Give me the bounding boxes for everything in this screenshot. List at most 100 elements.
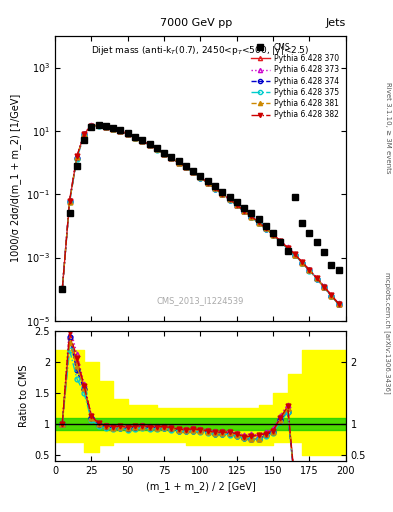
CMS: [307, 230, 312, 236]
Pythia 6.428 374: [234, 202, 239, 208]
Pythia 6.428 373: [140, 138, 145, 144]
Pythia 6.428 374: [278, 239, 283, 245]
Pythia 6.428 382: [147, 142, 152, 148]
Pythia 6.428 373: [314, 274, 319, 281]
Pythia 6.428 382: [191, 169, 196, 175]
Pythia 6.428 382: [60, 286, 64, 292]
Pythia 6.428 374: [169, 155, 174, 161]
Pythia 6.428 373: [169, 155, 174, 161]
Pythia 6.428 370: [82, 131, 86, 137]
Pythia 6.428 381: [104, 124, 108, 130]
Pythia 6.428 370: [169, 155, 174, 161]
Pythia 6.428 373: [104, 123, 108, 130]
Text: Jets: Jets: [325, 18, 346, 28]
Pythia 6.428 381: [111, 125, 116, 132]
Pythia 6.428 375: [220, 191, 225, 197]
Pythia 6.428 382: [271, 231, 275, 238]
Pythia 6.428 373: [133, 134, 138, 140]
Pythia 6.428 382: [67, 198, 72, 204]
Text: 7000 GeV pp: 7000 GeV pp: [160, 18, 233, 28]
CMS: [285, 248, 290, 254]
CMS: [118, 127, 123, 133]
Pythia 6.428 381: [176, 160, 181, 166]
Pythia 6.428 381: [184, 164, 188, 170]
Pythia 6.428 373: [125, 131, 130, 137]
Pythia 6.428 381: [67, 199, 72, 205]
Pythia 6.428 373: [256, 219, 261, 225]
Pythia 6.428 374: [176, 160, 181, 166]
CMS: [191, 167, 196, 174]
Pythia 6.428 370: [220, 190, 225, 197]
Line: CMS: CMS: [59, 122, 342, 292]
Pythia 6.428 370: [307, 267, 312, 273]
Pythia 6.428 381: [227, 197, 232, 203]
Pythia 6.428 382: [242, 208, 246, 214]
Pythia 6.428 375: [336, 302, 341, 308]
Pythia 6.428 374: [198, 175, 203, 181]
Pythia 6.428 382: [198, 174, 203, 180]
Line: Pythia 6.428 373: Pythia 6.428 373: [60, 123, 341, 306]
Pythia 6.428 373: [184, 164, 188, 170]
Pythia 6.428 370: [227, 196, 232, 202]
Y-axis label: Ratio to CMS: Ratio to CMS: [19, 365, 29, 428]
Pythia 6.428 381: [133, 135, 138, 141]
CMS: [234, 199, 239, 205]
Pythia 6.428 375: [96, 123, 101, 129]
Pythia 6.428 375: [256, 220, 261, 226]
Pythia 6.428 373: [96, 122, 101, 128]
CMS: [336, 267, 341, 273]
Pythia 6.428 381: [271, 232, 275, 238]
Pythia 6.428 381: [169, 155, 174, 161]
Pythia 6.428 370: [278, 238, 283, 244]
Line: Pythia 6.428 382: Pythia 6.428 382: [60, 123, 341, 306]
Text: mcplots.cern.ch [arXiv:1306.3436]: mcplots.cern.ch [arXiv:1306.3436]: [384, 272, 391, 394]
Pythia 6.428 373: [67, 197, 72, 203]
Pythia 6.428 375: [60, 286, 64, 292]
Pythia 6.428 374: [213, 185, 217, 191]
Pythia 6.428 381: [292, 252, 298, 258]
Pythia 6.428 382: [227, 196, 232, 202]
Legend: CMS, Pythia 6.428 370, Pythia 6.428 373, Pythia 6.428 374, Pythia 6.428 375, Pyt: CMS, Pythia 6.428 370, Pythia 6.428 373,…: [248, 39, 342, 122]
Pythia 6.428 373: [82, 131, 86, 137]
Pythia 6.428 382: [154, 146, 159, 152]
Pythia 6.428 374: [314, 275, 319, 282]
CMS: [292, 194, 298, 200]
Pythia 6.428 373: [249, 212, 254, 219]
Pythia 6.428 382: [133, 134, 138, 140]
Pythia 6.428 375: [133, 135, 138, 141]
Line: Pythia 6.428 381: Pythia 6.428 381: [60, 123, 341, 307]
Pythia 6.428 370: [133, 134, 138, 140]
Pythia 6.428 375: [198, 175, 203, 181]
Line: Pythia 6.428 374: Pythia 6.428 374: [60, 123, 341, 307]
CMS: [263, 223, 268, 229]
Pythia 6.428 370: [75, 154, 79, 160]
Pythia 6.428 370: [140, 138, 145, 144]
Pythia 6.428 381: [75, 154, 79, 160]
Pythia 6.428 375: [242, 208, 246, 215]
Pythia 6.428 375: [176, 160, 181, 166]
Pythia 6.428 373: [336, 300, 341, 306]
Pythia 6.428 375: [227, 197, 232, 203]
Pythia 6.428 373: [154, 146, 159, 152]
Pythia 6.428 375: [140, 138, 145, 144]
Pythia 6.428 381: [285, 245, 290, 251]
Pythia 6.428 375: [271, 232, 275, 238]
Pythia 6.428 370: [125, 131, 130, 137]
Pythia 6.428 375: [184, 164, 188, 170]
Pythia 6.428 373: [300, 259, 305, 265]
CMS: [82, 137, 86, 143]
CMS: [242, 204, 246, 210]
Pythia 6.428 374: [140, 138, 145, 144]
Pythia 6.428 375: [314, 276, 319, 282]
Pythia 6.428 381: [336, 301, 341, 307]
Pythia 6.428 375: [321, 284, 326, 290]
Pythia 6.428 374: [227, 197, 232, 203]
Pythia 6.428 374: [285, 246, 290, 252]
Pythia 6.428 375: [154, 146, 159, 153]
Pythia 6.428 373: [292, 251, 298, 257]
Pythia 6.428 374: [292, 252, 298, 258]
Pythia 6.428 381: [206, 180, 210, 186]
Pythia 6.428 382: [263, 225, 268, 231]
Pythia 6.428 381: [140, 138, 145, 144]
Pythia 6.428 370: [234, 202, 239, 208]
